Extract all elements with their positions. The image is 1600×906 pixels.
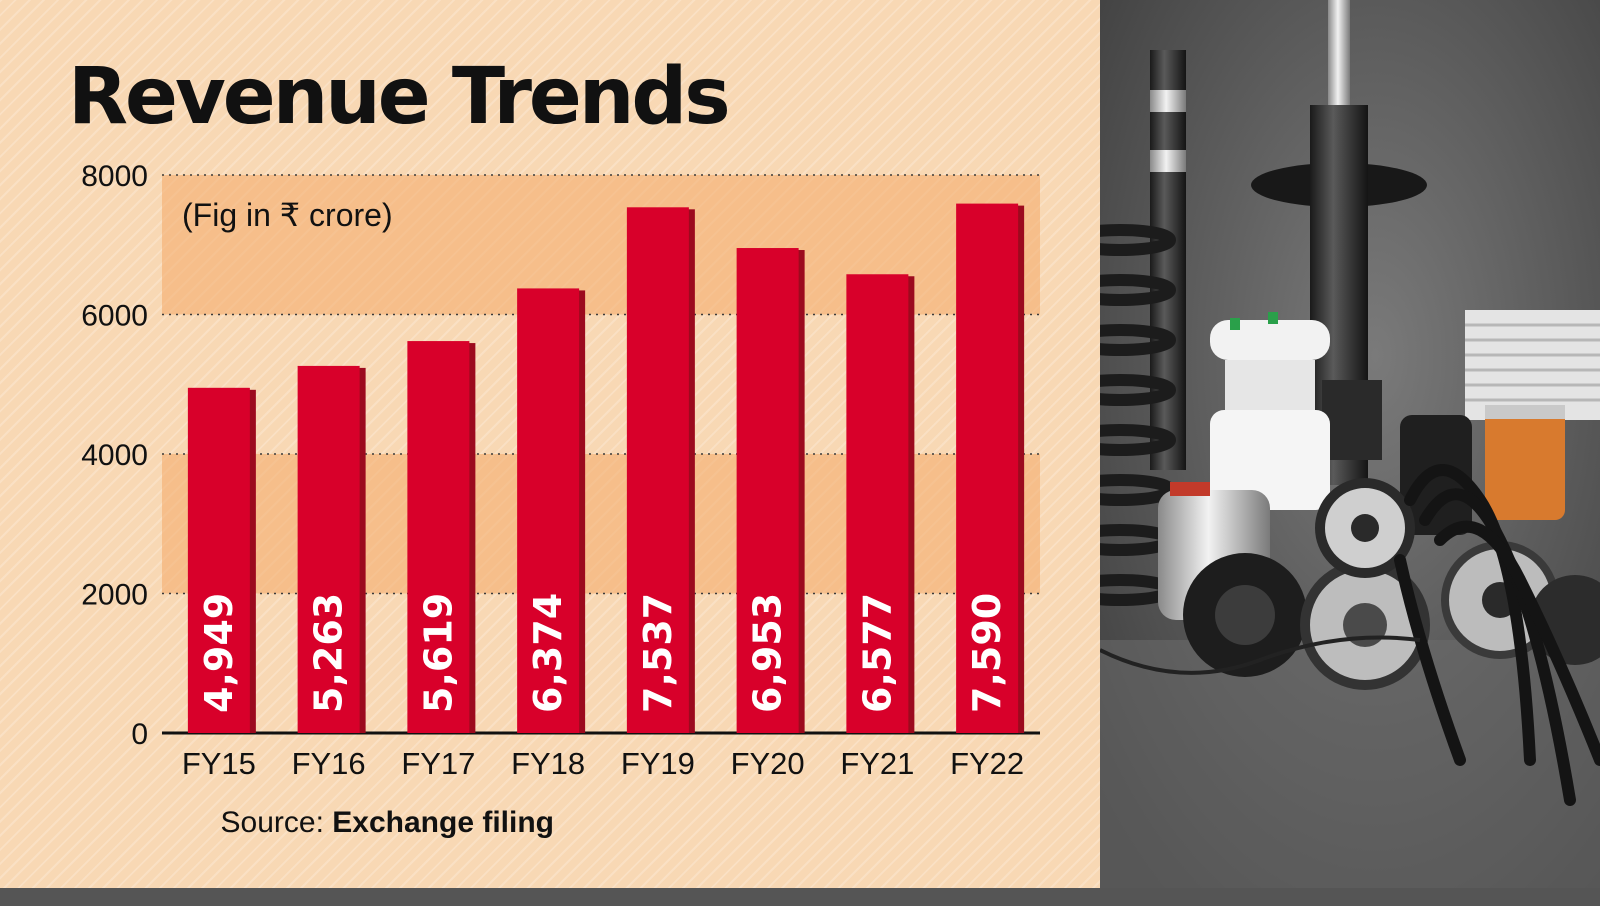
x-category-label: FY19: [621, 746, 695, 781]
source-value: Exchange filing: [332, 806, 554, 839]
bar-fy17: [407, 341, 470, 733]
x-category-label: FY17: [401, 746, 475, 781]
bar-fy21: [846, 274, 909, 733]
y-tick-label: 8000: [81, 160, 148, 193]
x-category-label: FY16: [292, 746, 366, 781]
bar-value-label: 6,953: [746, 593, 790, 713]
bar-fy19: [626, 207, 689, 733]
chart-title: Revenue Trends: [68, 52, 731, 142]
auto-parts-photo-icon: [1100, 0, 1600, 888]
bar-value-label: 7,537: [636, 593, 680, 713]
bar-value-label: 7,590: [965, 593, 1009, 713]
unit-note: (Fig in ₹ crore): [182, 197, 393, 233]
auto-parts-photo: [1100, 0, 1600, 888]
x-category-label: FY20: [731, 746, 805, 781]
y-tick-label: 0: [131, 718, 148, 751]
y-tick-label: 4000: [81, 439, 148, 472]
bar-fy15: [187, 387, 250, 733]
chart-panel: Revenue Trends 0 2000 4000 6000 8000 4,949 FY1…: [0, 0, 1100, 888]
y-tick-label: 2000: [81, 579, 148, 612]
x-category-label: FY22: [950, 746, 1024, 781]
y-tick-label: 6000: [81, 300, 148, 333]
bar-value-label: 6,374: [526, 593, 570, 713]
x-category-label: FY21: [840, 746, 914, 781]
bar-fy16: [297, 365, 360, 733]
bar-chart: 0 2000 4000 6000 8000 4,949 FY15 5,263 FY16 5,619…: [81, 160, 1040, 781]
bar-fy20: [736, 248, 799, 733]
bar-value-label: 4,949: [197, 593, 241, 713]
footer-strip: [0, 888, 1600, 906]
bar-fy18: [517, 288, 580, 733]
bar-value-label: 5,263: [307, 593, 351, 713]
source-label: Source:: [220, 806, 324, 839]
x-category-label: FY18: [511, 746, 585, 781]
bar-value-label: 5,619: [416, 593, 460, 713]
source-note: Source: Exchange filing: [221, 806, 554, 840]
bar-value-label: 6,577: [855, 593, 899, 713]
x-category-label: FY15: [182, 746, 256, 781]
bar-fy22: [956, 203, 1019, 733]
